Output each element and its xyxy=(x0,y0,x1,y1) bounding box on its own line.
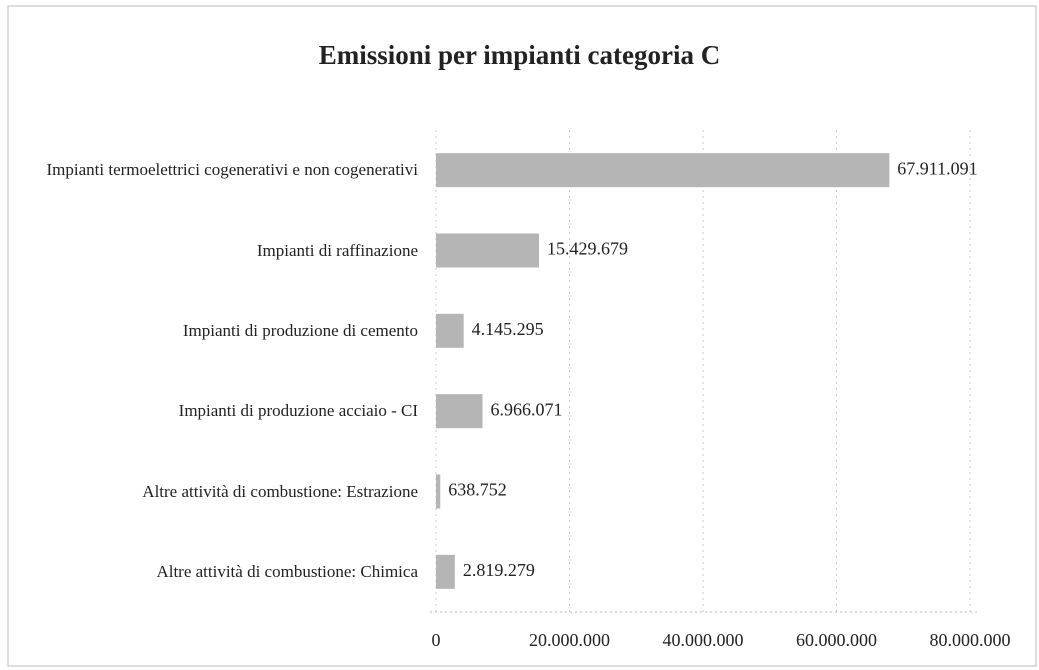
y-tick-label: Altre attività di combustione: Chimica xyxy=(156,561,418,581)
data-label: 2.819.279 xyxy=(463,560,535,580)
x-tick-label: 20.000.000 xyxy=(529,630,610,650)
bar xyxy=(436,233,539,268)
y-tick-label: Impianti di produzione di cemento xyxy=(182,320,418,340)
bar xyxy=(436,313,464,348)
x-tick-label: 0 xyxy=(432,630,441,650)
chart-title: Emissioni per impianti categoria C xyxy=(318,40,721,70)
y-tick-label: Impianti di produzione acciaio - CI xyxy=(178,401,418,421)
data-label: 6.966.071 xyxy=(490,399,562,419)
chart-border xyxy=(7,5,1037,667)
x-tick-label: 80.000.000 xyxy=(930,630,1011,650)
data-label: 638.752 xyxy=(448,480,507,500)
y-tick-label: Impianti termoelettrici cogenerativi e n… xyxy=(46,160,419,180)
bar xyxy=(436,153,890,188)
data-label: 67.911.091 xyxy=(897,158,977,178)
y-tick-label: Altre attività di combustione: Estrazion… xyxy=(142,481,418,501)
bar xyxy=(436,554,455,589)
data-label: 15.429.679 xyxy=(547,239,628,259)
data-label: 4.145.295 xyxy=(472,319,544,339)
y-tick-label: Impianti di raffinazione xyxy=(256,240,418,260)
bar xyxy=(436,394,483,429)
bar xyxy=(436,474,441,509)
x-tick-label: 60.000.000 xyxy=(796,630,877,650)
x-tick-label: 40.000.000 xyxy=(663,630,744,650)
